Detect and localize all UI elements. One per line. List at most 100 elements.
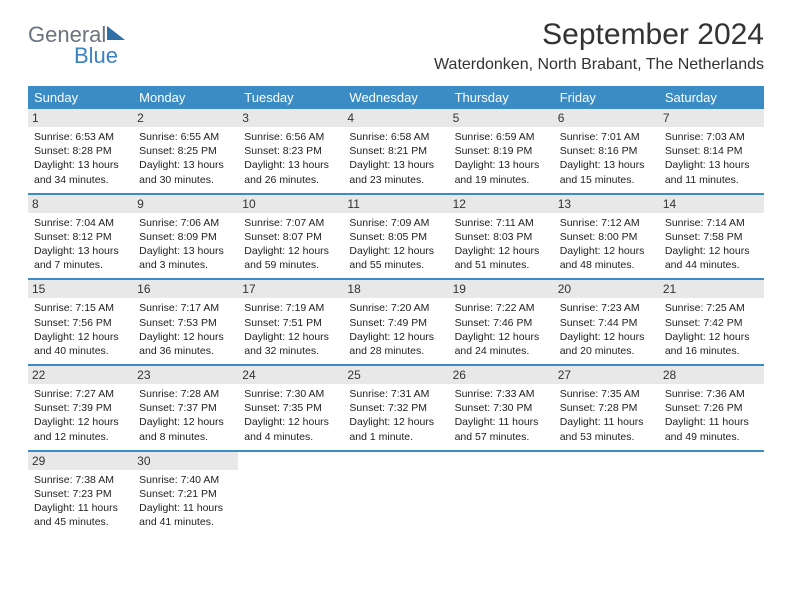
- day-number: 16: [133, 280, 238, 298]
- day-cell: 17Sunrise: 7:19 AMSunset: 7:51 PMDayligh…: [238, 280, 343, 364]
- sunrise-line: Sunrise: 7:27 AM: [34, 387, 127, 401]
- logo: General Blue: [28, 18, 125, 67]
- daylight-line: Daylight: 12 hours and 4 minutes.: [244, 415, 337, 443]
- day-header: Friday: [554, 86, 659, 109]
- day-number: 30: [133, 452, 238, 470]
- sunrise-line: Sunrise: 7:14 AM: [665, 216, 758, 230]
- sunset-line: Sunset: 7:39 PM: [34, 401, 127, 415]
- day-number: 28: [659, 366, 764, 384]
- day-cell: 14Sunrise: 7:14 AMSunset: 7:58 PMDayligh…: [659, 195, 764, 279]
- daylight-line: Daylight: 12 hours and 1 minute.: [349, 415, 442, 443]
- day-cell: 18Sunrise: 7:20 AMSunset: 7:49 PMDayligh…: [343, 280, 448, 364]
- sunset-line: Sunset: 7:56 PM: [34, 316, 127, 330]
- sunrise-line: Sunrise: 7:33 AM: [455, 387, 548, 401]
- daylight-line: Daylight: 12 hours and 8 minutes.: [139, 415, 232, 443]
- empty-cell: [554, 452, 659, 536]
- day-header-row: SundayMondayTuesdayWednesdayThursdayFrid…: [28, 86, 764, 109]
- day-header: Tuesday: [238, 86, 343, 109]
- day-number: 27: [554, 366, 659, 384]
- sunset-line: Sunset: 7:35 PM: [244, 401, 337, 415]
- day-number: 9: [133, 195, 238, 213]
- day-number: 5: [449, 109, 554, 127]
- sunset-line: Sunset: 7:44 PM: [560, 316, 653, 330]
- day-number: 15: [28, 280, 133, 298]
- sunrise-line: Sunrise: 6:58 AM: [349, 130, 442, 144]
- daylight-line: Daylight: 12 hours and 28 minutes.: [349, 330, 442, 358]
- daylight-line: Daylight: 13 hours and 30 minutes.: [139, 158, 232, 186]
- sunrise-line: Sunrise: 7:25 AM: [665, 301, 758, 315]
- sunset-line: Sunset: 7:21 PM: [139, 487, 232, 501]
- sunset-line: Sunset: 7:37 PM: [139, 401, 232, 415]
- daylight-line: Daylight: 12 hours and 59 minutes.: [244, 244, 337, 272]
- day-cell: 22Sunrise: 7:27 AMSunset: 7:39 PMDayligh…: [28, 366, 133, 450]
- sunrise-line: Sunrise: 7:28 AM: [139, 387, 232, 401]
- day-cell: 20Sunrise: 7:23 AMSunset: 7:44 PMDayligh…: [554, 280, 659, 364]
- sunset-line: Sunset: 8:00 PM: [560, 230, 653, 244]
- sunrise-line: Sunrise: 7:17 AM: [139, 301, 232, 315]
- day-cell: 1Sunrise: 6:53 AMSunset: 8:28 PMDaylight…: [28, 109, 133, 193]
- sunrise-line: Sunrise: 6:59 AM: [455, 130, 548, 144]
- day-cell: 23 Sunrise: 7:28 AMSunset: 7:37 PMDayligh…: [133, 366, 238, 450]
- sunrise-line: Sunrise: 7:04 AM: [34, 216, 127, 230]
- day-number: 3: [238, 109, 343, 127]
- daylight-line: Daylight: 12 hours and 55 minutes.: [349, 244, 442, 272]
- sunset-line: Sunset: 8:16 PM: [560, 144, 653, 158]
- sunset-line: Sunset: 8:05 PM: [349, 230, 442, 244]
- sunrise-line: Sunrise: 7:22 AM: [455, 301, 548, 315]
- sunrise-line: Sunrise: 7:15 AM: [34, 301, 127, 315]
- day-cell: 29Sunrise: 7:38 AMSunset: 7:23 PMDayligh…: [28, 452, 133, 536]
- daylight-line: Daylight: 12 hours and 16 minutes.: [665, 330, 758, 358]
- daylight-line: Daylight: 13 hours and 19 minutes.: [455, 158, 548, 186]
- sunrise-line: Sunrise: 7:40 AM: [139, 473, 232, 487]
- daylight-line: Daylight: 12 hours and 51 minutes.: [455, 244, 548, 272]
- day-cell: 10Sunrise: 7:07 AMSunset: 8:07 PMDayligh…: [238, 195, 343, 279]
- sunset-line: Sunset: 7:46 PM: [455, 316, 548, 330]
- sunrise-line: Sunrise: 7:03 AM: [665, 130, 758, 144]
- day-cell: 19Sunrise: 7:22 AMSunset: 7:46 PMDayligh…: [449, 280, 554, 364]
- sunset-line: Sunset: 8:19 PM: [455, 144, 548, 158]
- daylight-line: Daylight: 12 hours and 40 minutes.: [34, 330, 127, 358]
- day-cell: 12Sunrise: 7:11 AMSunset: 8:03 PMDayligh…: [449, 195, 554, 279]
- sunrise-line: Sunrise: 6:56 AM: [244, 130, 337, 144]
- sunset-line: Sunset: 7:51 PM: [244, 316, 337, 330]
- sunset-line: Sunset: 8:23 PM: [244, 144, 337, 158]
- sunset-line: Sunset: 7:32 PM: [349, 401, 442, 415]
- day-number: 23: [133, 366, 238, 384]
- day-header: Sunday: [28, 86, 133, 109]
- weeks-container: 1Sunrise: 6:53 AMSunset: 8:28 PMDaylight…: [28, 109, 764, 535]
- calendar-grid: SundayMondayTuesdayWednesdayThursdayFrid…: [28, 86, 764, 535]
- day-cell: 2Sunrise: 6:55 AMSunset: 8:25 PMDaylight…: [133, 109, 238, 193]
- daylight-line: Daylight: 13 hours and 23 minutes.: [349, 158, 442, 186]
- day-number: 1: [28, 109, 133, 127]
- sunset-line: Sunset: 8:14 PM: [665, 144, 758, 158]
- day-cell: 30 Sunrise: 7:40 AMSunset: 7:21 PMDayligh…: [133, 452, 238, 536]
- day-cell: 26Sunrise: 7:33 AMSunset: 7:30 PMDayligh…: [449, 366, 554, 450]
- daylight-line: Daylight: 13 hours and 15 minutes.: [560, 158, 653, 186]
- daylight-line: Daylight: 11 hours and 53 minutes.: [560, 415, 653, 443]
- day-number: 24: [238, 366, 343, 384]
- sunrise-line: Sunrise: 7:07 AM: [244, 216, 337, 230]
- week-row: 1Sunrise: 6:53 AMSunset: 8:28 PMDaylight…: [28, 109, 764, 195]
- logo-text-blue: Blue: [74, 45, 125, 67]
- day-number: 6: [554, 109, 659, 127]
- daylight-line: Daylight: 13 hours and 7 minutes.: [34, 244, 127, 272]
- day-cell: 28Sunrise: 7:36 AMSunset: 7:26 PMDayligh…: [659, 366, 764, 450]
- day-cell: 11Sunrise: 7:09 AMSunset: 8:05 PMDayligh…: [343, 195, 448, 279]
- day-number: 2: [133, 109, 238, 127]
- daylight-line: Daylight: 12 hours and 48 minutes.: [560, 244, 653, 272]
- day-cell: 3Sunrise: 6:56 AMSunset: 8:23 PMDaylight…: [238, 109, 343, 193]
- day-number: 10: [238, 195, 343, 213]
- sunset-line: Sunset: 7:53 PM: [139, 316, 232, 330]
- daylight-line: Daylight: 11 hours and 41 minutes.: [139, 501, 232, 529]
- sunset-line: Sunset: 7:26 PM: [665, 401, 758, 415]
- sunrise-line: Sunrise: 6:55 AM: [139, 130, 232, 144]
- sunset-line: Sunset: 7:49 PM: [349, 316, 442, 330]
- sunrise-line: Sunrise: 7:30 AM: [244, 387, 337, 401]
- sunset-line: Sunset: 7:42 PM: [665, 316, 758, 330]
- daylight-line: Daylight: 12 hours and 36 minutes.: [139, 330, 232, 358]
- daylight-line: Daylight: 12 hours and 32 minutes.: [244, 330, 337, 358]
- day-cell: 13Sunrise: 7:12 AMSunset: 8:00 PMDayligh…: [554, 195, 659, 279]
- daylight-line: Daylight: 12 hours and 44 minutes.: [665, 244, 758, 272]
- day-cell: 16 Sunrise: 7:17 AMSunset: 7:53 PMDayligh…: [133, 280, 238, 364]
- sunrise-line: Sunrise: 7:35 AM: [560, 387, 653, 401]
